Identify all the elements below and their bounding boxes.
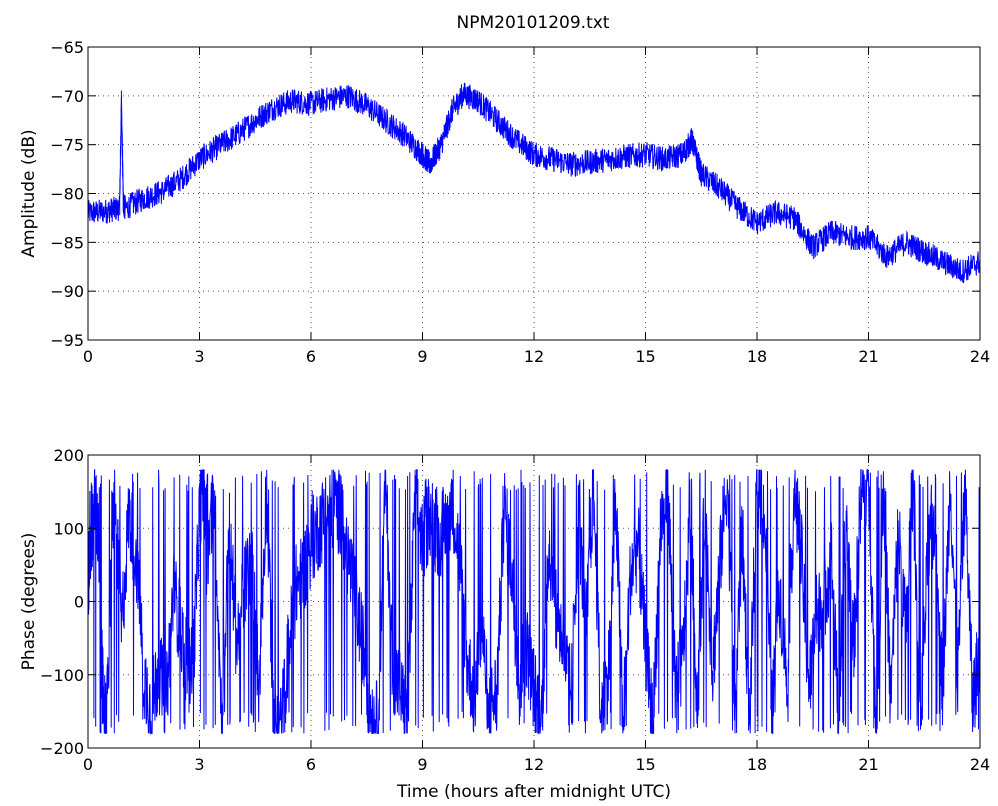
phase-y-axis-label: Phase (degrees)	[19, 533, 39, 671]
phase-x-tick-label: 6	[306, 755, 316, 774]
chart-title: NPM20101209.txt	[457, 13, 610, 33]
phase-y-tick-label: 0	[74, 593, 84, 612]
amplitude-x-tick-label: 12	[524, 347, 544, 366]
phase-x-tick-label: 15	[635, 755, 655, 774]
phase-x-tick-label: 21	[858, 755, 878, 774]
amplitude-x-tick-label: 15	[635, 347, 655, 366]
phase-y-tick-label: −100	[40, 666, 84, 685]
phase-y-tick-label: −200	[40, 739, 84, 758]
phase-x-tick-label: 0	[83, 755, 93, 774]
phase-x-axis-label: Time (hours after midnight UTC)	[396, 782, 671, 802]
amplitude-y-tick-label: −90	[50, 282, 84, 301]
amplitude-y-tick-label: −85	[50, 233, 84, 252]
phase-x-tick-label: 9	[417, 755, 427, 774]
amplitude-series-line	[87, 82, 981, 284]
phase-x-tick-label: 18	[747, 755, 767, 774]
amplitude-x-tick-label: 6	[306, 347, 316, 366]
phase-panel: 0 3 6 9 12 15 18 21 24 −200 −100 0 100 200 Phase (degr…	[19, 446, 990, 802]
amplitude-y-tick-label: −70	[50, 87, 84, 106]
amplitude-panel: 0 3 6 9 12 15 18 21 24 −95 −90 −85 −80 −75 −70 −65 Ampli…	[19, 38, 990, 366]
amplitude-x-tick-label: 18	[747, 347, 767, 366]
amplitude-y-tick-label: −65	[50, 38, 84, 57]
phase-x-tick-label: 3	[194, 755, 204, 774]
amplitude-y-tick-label: −95	[50, 331, 84, 350]
amplitude-y-tick-label: −75	[50, 136, 84, 155]
amplitude-y-axis-label: Amplitude (dB)	[19, 129, 39, 257]
amplitude-x-tick-label: 0	[83, 347, 93, 366]
amplitude-x-tick-label: 24	[970, 347, 990, 366]
phase-x-tick-label: 24	[970, 755, 990, 774]
amplitude-x-tick-label: 9	[417, 347, 427, 366]
phase-y-tick-label: 200	[53, 446, 84, 465]
phase-x-tick-label: 12	[524, 755, 544, 774]
phase-series-line	[87, 469, 981, 735]
phase-y-tick-label: 100	[53, 519, 84, 538]
amplitude-x-tick-label: 21	[858, 347, 878, 366]
amplitude-x-tick-label: 3	[194, 347, 204, 366]
amplitude-y-tick-label: −80	[50, 185, 84, 204]
